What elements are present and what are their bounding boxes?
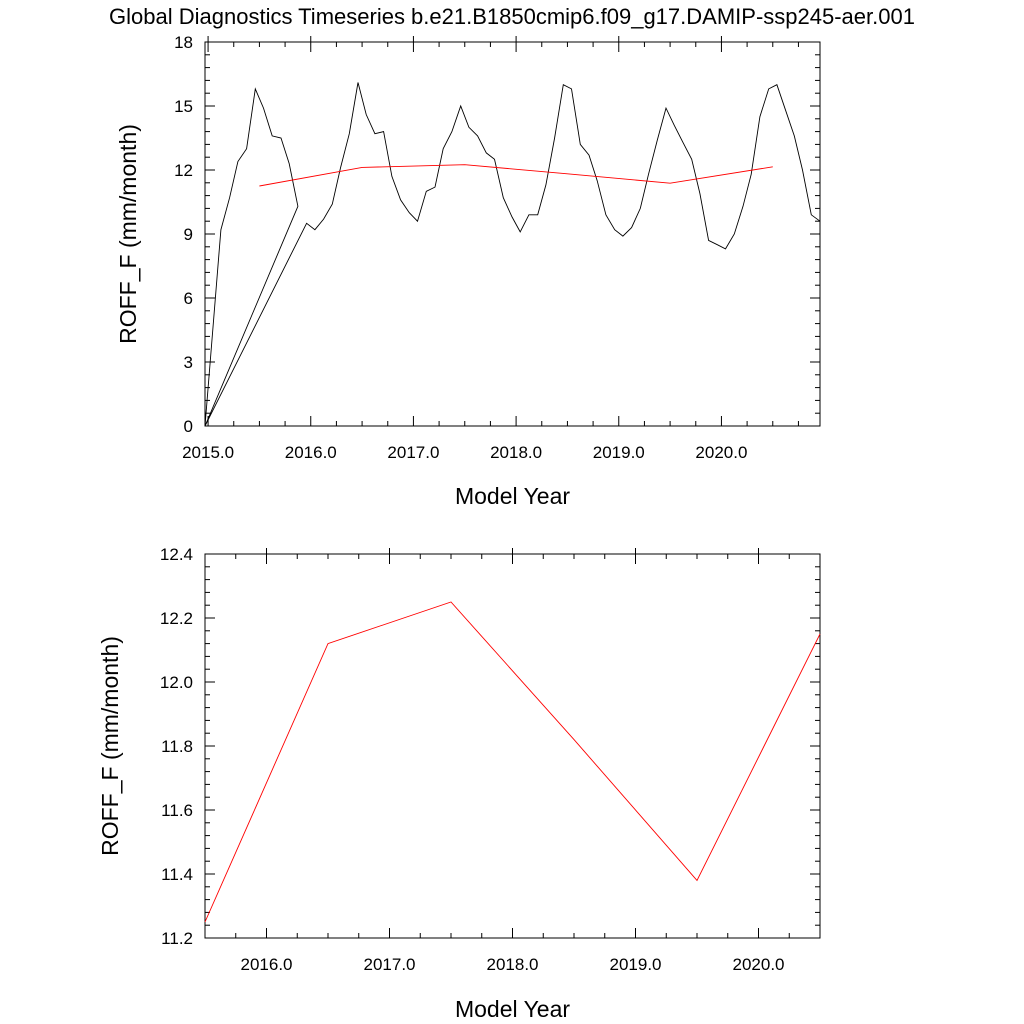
- x-tick-label: 2015.0: [182, 443, 234, 462]
- annual-mean-line: [204, 601, 821, 923]
- x-tick-label: 2017.0: [387, 443, 439, 462]
- y-tick-label: 11.8: [161, 737, 193, 756]
- y-tick-label: 15: [174, 97, 193, 116]
- y-tick-label: 11.4: [161, 865, 193, 884]
- y-axis-title: ROFF_F (mm/month): [115, 124, 141, 344]
- x-tick-label: 2020.0: [733, 955, 785, 974]
- y-tick-label: 12.2: [160, 609, 193, 628]
- x-tick-label: 2020.0: [695, 443, 747, 462]
- x-tick-label: 2017.0: [364, 955, 416, 974]
- y-tick-label: 12.4: [160, 545, 193, 564]
- plot-frame: [204, 41, 821, 427]
- y-tick-label: 0: [184, 417, 193, 436]
- monthly-series-line: [204, 82, 821, 427]
- y-tick-label: 12.0: [160, 673, 193, 692]
- x-tick-label: 2018.0: [490, 443, 542, 462]
- x-tick-label: 2019.0: [610, 955, 662, 974]
- x-axis-title: Model Year: [455, 483, 570, 509]
- y-tick-label: 11.2: [161, 929, 193, 948]
- x-axis-title: Model Year: [455, 996, 570, 1022]
- y-tick-label: 12: [174, 161, 193, 180]
- plot-frame: [204, 553, 821, 939]
- top-panel: 0 3 6 9 12 15 18 2015.0 2016.0 2017.0 2018.0 2019.0…: [115, 33, 821, 509]
- chart-title: Global Diagnostics Timeseries b.e21.B185…: [109, 4, 915, 29]
- y-tick-label: 9: [184, 225, 193, 244]
- bottom-panel: 11.2 11.4 11.6 11.8 12.0 12.2 12.4 2016.0 2017.0…: [97, 545, 821, 1022]
- x-tick-label: 2018.0: [487, 955, 539, 974]
- y-axis-title: ROFF_F (mm/month): [97, 636, 123, 856]
- y-tick-label: 11.6: [161, 801, 193, 820]
- y-tick-label: 3: [184, 353, 193, 372]
- x-tick-label: 2016.0: [285, 443, 337, 462]
- annual-mean-line: [259, 164, 773, 187]
- x-tick-label: 2019.0: [593, 443, 645, 462]
- y-tick-label: 18: [174, 33, 193, 52]
- x-tick-label: 2016.0: [241, 955, 293, 974]
- y-tick-label: 6: [184, 289, 193, 308]
